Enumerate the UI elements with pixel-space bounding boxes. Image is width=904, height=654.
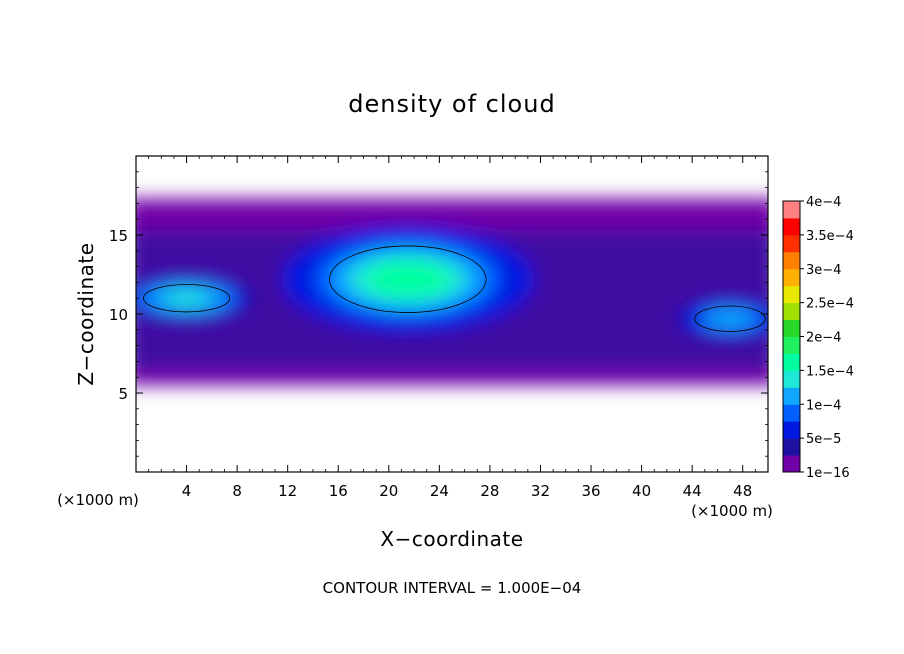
contour-left-anvil <box>143 284 231 313</box>
colorbar-tick-label: 2.5e−4 <box>806 297 854 312</box>
x-tick-label: 32 <box>531 482 550 500</box>
density-main-core-level <box>365 261 450 298</box>
colorbar-swatch <box>783 404 800 422</box>
contour-main-core <box>328 245 487 313</box>
x-axis-unit: (×1000 m) <box>57 491 139 509</box>
x-tick-label: 36 <box>581 482 600 500</box>
colorbar-swatch <box>783 455 800 473</box>
colorbar-swatch <box>783 387 800 405</box>
cloud-density-field <box>136 198 768 386</box>
colorbar-tick-label: 5e−5 <box>806 432 841 447</box>
y-tick-label: 5 <box>118 385 128 403</box>
x-tick-label: 44 <box>683 482 702 500</box>
colorbar-swatch <box>783 370 800 388</box>
colorbar-swatch <box>783 217 800 236</box>
contour-interval-note: CONTOUR INTERVAL = 1.000E−04 <box>323 579 582 597</box>
plot-area <box>136 156 768 472</box>
colorbar-swatch <box>783 438 800 456</box>
colorbar-swatch <box>783 302 800 321</box>
x-tick-label: 16 <box>329 482 348 500</box>
x-tick-label: 40 <box>632 482 651 500</box>
contour-lines <box>143 245 766 332</box>
colorbar-swatch <box>783 268 800 287</box>
x-tick-label: 24 <box>430 482 449 500</box>
colorbar-swatch <box>783 336 800 354</box>
colorbar-swatch <box>783 421 800 439</box>
colorbar-tick-label: 1e−4 <box>806 398 841 413</box>
y-tick-label: 10 <box>109 306 128 324</box>
colorbar-tick-label: 3.5e−4 <box>806 229 854 244</box>
colorbar: 1e−16 5e−5 1e−4 1.5e−4 2e−4 2.5e−4 3e−4 3.5e−4 4… <box>782 195 854 481</box>
x-tick-label: 48 <box>733 482 752 500</box>
y-axis-unit: (×1000 m) <box>691 502 773 520</box>
y-axis-ticks: 5 10 15 <box>109 171 768 457</box>
colorbar-tick-label: 1.5e−4 <box>806 364 854 379</box>
colorbar-swatch <box>783 201 800 219</box>
contour-right-core <box>694 305 766 332</box>
colorbar-tick-label: 2e−4 <box>806 331 841 346</box>
colorbar-swatch <box>783 234 800 253</box>
density-left-anvil-level <box>163 290 210 306</box>
x-axis-ticks: 4 8 12 16 20 24 28 32 36 40 44 48 <box>148 156 756 500</box>
y-tick-label: 15 <box>109 227 128 245</box>
colorbar-swatch <box>783 319 800 337</box>
colorbar-tick-label: 1e−16 <box>806 466 850 481</box>
x-tick-label: 8 <box>232 482 242 500</box>
colorbar-swatch <box>783 353 800 371</box>
colorbar-swatch <box>783 285 800 304</box>
x-tick-label: 20 <box>379 482 398 500</box>
x-tick-label: 4 <box>182 482 192 500</box>
colorbar-swatch <box>783 251 800 270</box>
density-right-core-level <box>711 311 750 326</box>
chart-title: density of cloud <box>348 90 555 118</box>
x-tick-label: 28 <box>480 482 499 500</box>
x-tick-label: 12 <box>278 482 297 500</box>
x-axis-label: X−coordinate <box>380 527 523 551</box>
y-axis-label: Z−coordinate <box>74 242 98 385</box>
colorbar-tick-label: 3e−4 <box>806 263 841 278</box>
colorbar-tick-label: 4e−4 <box>806 195 841 210</box>
